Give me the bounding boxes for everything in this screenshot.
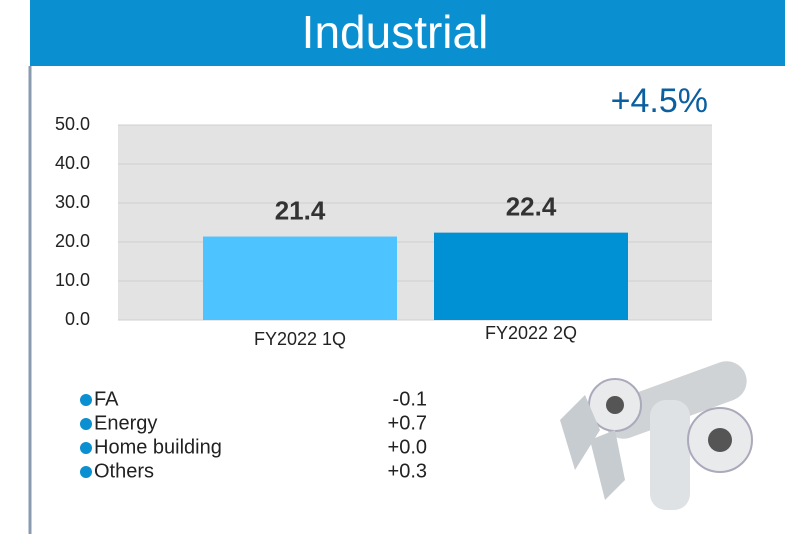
header-bar [30,0,785,66]
breakdown-change: -0.1 [393,388,427,410]
y-tick-label: 30.0 [55,192,90,212]
breakdown-name: Others [94,460,154,482]
y-tick-label: 20.0 [55,231,90,251]
bullet [80,442,92,454]
x-tick-label: FY2022 2Q [485,323,577,343]
bar [203,236,397,320]
bar [434,232,628,320]
value-label: 21.4 [275,195,326,225]
x-tick-label: FY2022 1Q [254,329,346,349]
y-tick-label: 50.0 [55,114,90,134]
bullet [80,394,92,406]
y-tick-label: 10.0 [55,270,90,290]
bullet [80,466,92,478]
y-tick-label: 0.0 [65,309,90,329]
growth-annotation: +4.5% [611,82,708,120]
breakdown-change: +0.3 [388,460,427,482]
breakdown-name: FA [94,388,119,410]
y-tick-label: 40.0 [55,153,90,173]
breakdown-name: Energy [94,412,157,434]
breakdown-change: +0.7 [388,412,427,434]
breakdown-change: +0.0 [388,436,427,458]
breakdown-name: Home building [94,436,222,458]
title: Industrial [302,6,489,58]
bullet [80,418,92,430]
value-label: 22.4 [506,192,557,222]
robot-arm [560,361,753,510]
